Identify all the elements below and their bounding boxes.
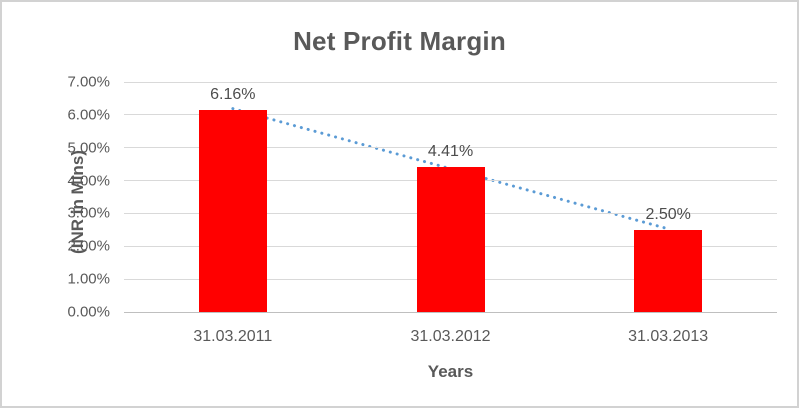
y-axis-tick-label: 7.00% [67, 73, 110, 91]
y-axis-tick-label: 0.00% [67, 303, 110, 321]
x-axis-tick-label: 31.03.2013 [628, 328, 709, 345]
chart-title: Net Profit Margin [293, 26, 506, 56]
y-axis-tick-label: 2.00% [67, 237, 110, 255]
bar-31.03.2012 [416, 167, 485, 312]
y-axis-tick-label: 6.00% [67, 106, 110, 124]
data-label: 2.50% [645, 205, 691, 223]
y-axis-tick-label: 1.00% [67, 270, 110, 288]
data-label: 6.16% [210, 85, 256, 103]
bar-31.03.2013 [634, 229, 703, 312]
x-axis-line [124, 311, 777, 313]
bar-31.03.2011 [198, 109, 267, 312]
x-axis-tick-label: 31.03.2011 [193, 328, 273, 345]
y-axis-tick-label: 3.00% [67, 204, 110, 222]
x-axis-tick-label: 31.03.2012 [410, 328, 491, 345]
data-label: 4.41% [427, 143, 474, 161]
y-axis-tick-label: 5.00% [67, 139, 110, 157]
y-axis-tick-label: 4.00% [67, 172, 110, 190]
gridline [124, 114, 777, 116]
plot-area [124, 81, 777, 313]
gridline [124, 81, 777, 83]
x-axis-title: Years [427, 362, 474, 381]
gridline [124, 147, 777, 149]
